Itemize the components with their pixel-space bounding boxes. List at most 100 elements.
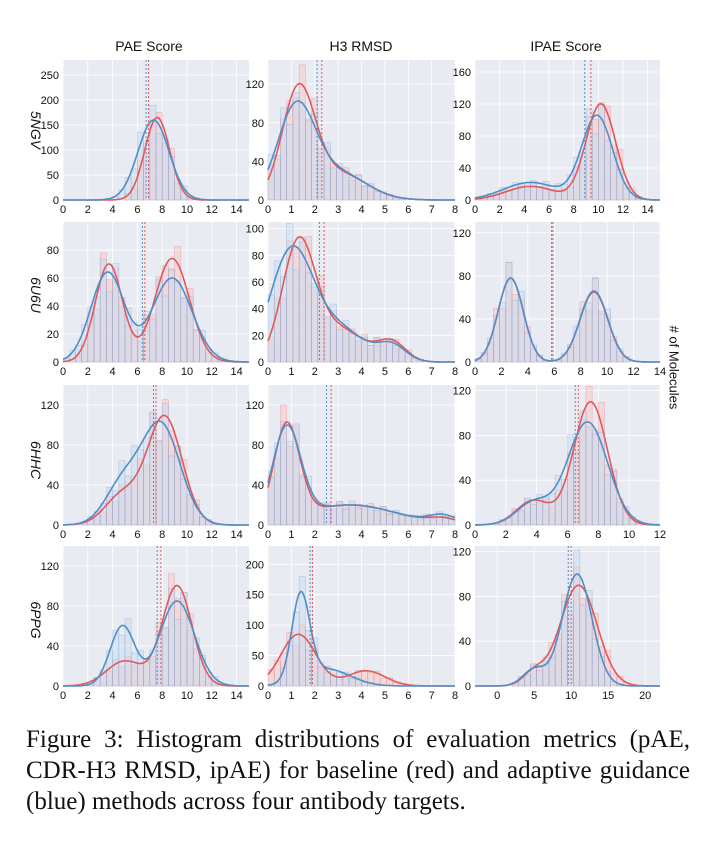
x-tick-label: 0 (60, 529, 66, 541)
adaptive-bar (604, 308, 611, 363)
adaptive-bar (493, 314, 500, 363)
y-tick-label: 80 (459, 131, 471, 143)
adaptive-bar (610, 471, 618, 526)
adaptive-bar (192, 330, 200, 363)
adaptive-bar (99, 669, 107, 687)
adaptive-bar (379, 345, 387, 363)
adaptive-bar (548, 657, 556, 687)
panel-2-3: 0 2 4 6 8 10 12 14 0 40 80 120 (453, 222, 666, 378)
adaptive-bar (429, 516, 437, 526)
x-tick-label: 10 (181, 204, 193, 216)
adaptive-bar (286, 440, 294, 526)
y-tick-label: 50 (47, 170, 59, 182)
adaptive-bar (292, 92, 300, 201)
x-tick-label: 0 (60, 204, 66, 216)
y-tick-label: 100 (246, 224, 264, 236)
x-tick-label: 8 (571, 204, 577, 216)
x-tick-label: 8 (578, 366, 584, 378)
adaptive-bar (367, 505, 375, 526)
adaptive-bar (573, 550, 581, 687)
adaptive-bar (585, 590, 593, 687)
adaptive-bar (186, 296, 194, 363)
y-tick-label: 60 (47, 273, 59, 285)
y-tick-label: 40 (252, 480, 264, 492)
adaptive-bar (311, 500, 319, 526)
adaptive-bar (548, 492, 556, 526)
adaptive-bar (361, 504, 369, 526)
x-tick-label: 8 (159, 366, 165, 378)
adaptive-bar (118, 306, 126, 363)
y-tick-label: 0 (53, 357, 59, 369)
x-tick-label: 8 (452, 690, 458, 702)
adaptive-bar (336, 329, 344, 363)
x-tick-label: 6 (134, 204, 140, 216)
y-tick-label: 120 (41, 561, 59, 573)
y-tick-label: 0 (258, 357, 264, 369)
adaptive-bar (149, 318, 157, 363)
x-tick-label: 1 (288, 690, 294, 702)
x-tick-label: 4 (521, 204, 527, 216)
y-tick-label: 200 (246, 559, 264, 571)
y-tick-label: 40 (47, 301, 59, 313)
adaptive-bar (373, 510, 381, 526)
adaptive-kde-line (267, 424, 456, 519)
adaptive-bar (267, 294, 275, 363)
y-tick-label: 80 (252, 440, 264, 452)
adaptive-kde-line (267, 245, 455, 363)
adaptive-bar (155, 133, 163, 201)
adaptive-bar (161, 295, 169, 363)
adaptive-bar (591, 638, 599, 687)
adaptive-bar (330, 669, 337, 687)
adaptive-bar (348, 678, 356, 687)
adaptive-bar (561, 479, 568, 526)
x-tick-label: 6 (134, 529, 140, 541)
adaptive-bar (186, 629, 194, 687)
adaptive-bar (336, 672, 344, 687)
y-tick-label: 150 (246, 590, 264, 602)
y-tick-label: 120 (41, 400, 59, 412)
x-tick-label: 8 (159, 529, 165, 541)
y-tick-label: 60 (252, 277, 264, 289)
adaptive-bar (298, 102, 306, 201)
x-tick-label: 6 (564, 529, 570, 541)
x-tick-label: 6 (405, 366, 411, 378)
adaptive-bar (354, 507, 362, 526)
x-tick-label: 4 (358, 366, 364, 378)
x-tick-label: 0 (265, 366, 271, 378)
x-tick-label: 2 (312, 204, 318, 216)
adaptive-bar (536, 670, 544, 687)
x-tick-label: 8 (452, 366, 458, 378)
x-tick-label: 0 (265, 529, 271, 541)
adaptive-bar (174, 280, 182, 363)
adaptive-bar (286, 640, 294, 687)
x-tick-label: 2 (497, 204, 503, 216)
baseline-kde-line (474, 103, 660, 201)
x-tick-label: 12 (617, 204, 629, 216)
x-tick-label: 12 (206, 690, 218, 702)
x-tick-label: 10 (181, 529, 193, 541)
x-tick-label: 14 (642, 204, 654, 216)
y-tick-label: 120 (453, 99, 471, 111)
y-tick-label: 80 (459, 271, 471, 283)
adaptive-bar (616, 502, 624, 526)
x-tick-label: 4 (534, 529, 540, 541)
adaptive-bar (591, 433, 599, 526)
x-tick-label: 0 (60, 366, 66, 378)
y-tick-label: 80 (459, 591, 471, 603)
x-tick-label: 14 (230, 204, 242, 216)
adaptive-bar (199, 516, 206, 526)
figure-caption: Figure 3: Histogram distributions of eva… (26, 726, 690, 815)
x-tick-label: 0 (472, 366, 478, 378)
x-tick-label: 6 (405, 529, 411, 541)
x-tick-label: 7 (429, 366, 435, 378)
adaptive-bar (112, 489, 120, 526)
x-tick-label: 8 (452, 204, 458, 216)
adaptive-bar (112, 629, 120, 687)
adaptive-bar (386, 513, 393, 526)
x-tick-label: 4 (525, 366, 531, 378)
x-tick-label: 4 (110, 529, 116, 541)
adaptive-bar (367, 345, 375, 363)
x-tick-label: 4 (358, 204, 364, 216)
col-title-ipae: IPAE Score (530, 38, 602, 54)
adaptive-bar (317, 153, 325, 201)
